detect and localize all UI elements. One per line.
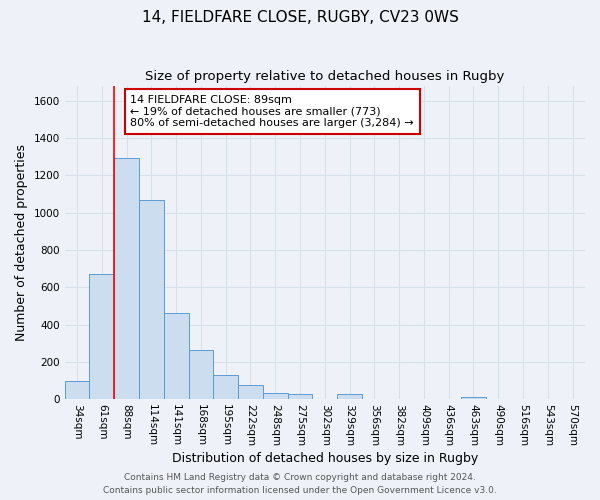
Bar bbox=[214, 375, 238, 400]
Bar bbox=[238, 386, 263, 400]
Bar bbox=[337, 394, 362, 400]
Bar bbox=[461, 396, 486, 400]
Bar bbox=[164, 312, 188, 400]
Bar bbox=[65, 381, 89, 400]
Y-axis label: Number of detached properties: Number of detached properties bbox=[15, 144, 28, 341]
Text: 14 FIELDFARE CLOSE: 89sqm
← 19% of detached houses are smaller (773)
80% of semi: 14 FIELDFARE CLOSE: 89sqm ← 19% of detac… bbox=[130, 95, 414, 128]
Bar bbox=[89, 274, 114, 400]
Bar bbox=[188, 350, 214, 400]
X-axis label: Distribution of detached houses by size in Rugby: Distribution of detached houses by size … bbox=[172, 452, 478, 465]
Bar bbox=[287, 394, 313, 400]
Bar bbox=[114, 158, 139, 400]
Title: Size of property relative to detached houses in Rugby: Size of property relative to detached ho… bbox=[145, 70, 505, 83]
Text: 14, FIELDFARE CLOSE, RUGBY, CV23 0WS: 14, FIELDFARE CLOSE, RUGBY, CV23 0WS bbox=[142, 10, 458, 25]
Text: Contains HM Land Registry data © Crown copyright and database right 2024.
Contai: Contains HM Land Registry data © Crown c… bbox=[103, 474, 497, 495]
Bar bbox=[139, 200, 164, 400]
Bar bbox=[263, 393, 287, 400]
